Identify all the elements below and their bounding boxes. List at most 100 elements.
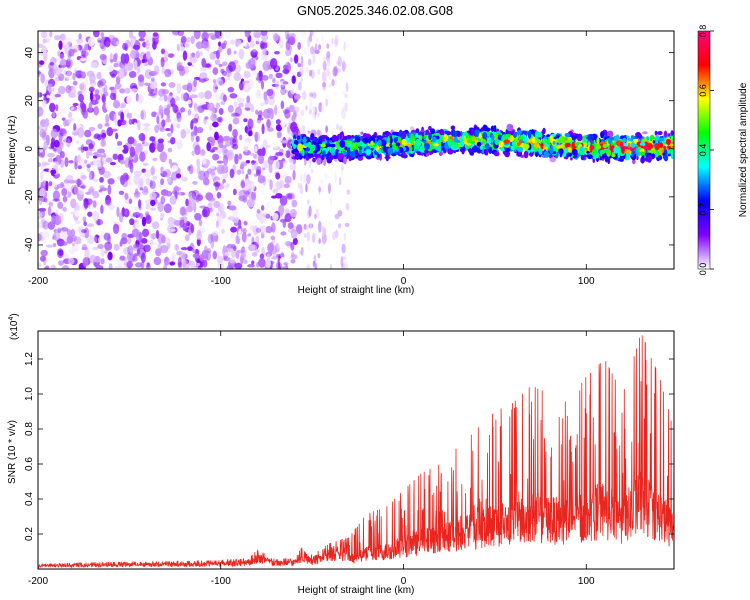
spectrogram-cell bbox=[564, 142, 571, 148]
spectrogram-cell bbox=[212, 207, 220, 213]
spectrogram-cell bbox=[238, 48, 245, 60]
spectrogram-cell bbox=[341, 108, 346, 120]
spectrogram-y-label: Frequency (Hz) bbox=[7, 116, 18, 185]
spectrogram-cell bbox=[136, 66, 141, 74]
spectrogram-cell bbox=[160, 234, 166, 244]
spectrogram-cell bbox=[580, 154, 584, 161]
spectrogram-cell bbox=[42, 38, 47, 44]
spectrogram-cell bbox=[167, 53, 175, 58]
spectrogram-cell bbox=[148, 92, 156, 97]
spectrogram-cell bbox=[326, 53, 330, 62]
spectrogram-cell bbox=[503, 139, 510, 144]
spectrogram-cell bbox=[222, 135, 231, 142]
spectrogram-cell bbox=[631, 149, 635, 158]
spectrogram-cell bbox=[218, 224, 226, 231]
spectrogram-cell bbox=[132, 44, 140, 50]
spectrogram-cell bbox=[149, 192, 157, 200]
spectrogram-cell bbox=[146, 262, 150, 267]
spectrogram-cell bbox=[141, 168, 147, 173]
spectrogram-cell bbox=[646, 155, 652, 163]
spectrogram-cell bbox=[119, 160, 126, 165]
spectrogram-cell bbox=[310, 132, 315, 140]
spectrogram-cell bbox=[100, 204, 104, 214]
spectrogram-cell bbox=[321, 237, 326, 246]
spectrogram-cell bbox=[306, 174, 311, 185]
spectrogram-cell bbox=[122, 42, 128, 51]
spectrogram-cell bbox=[255, 227, 262, 233]
spectrogram-cell bbox=[258, 154, 265, 165]
spectrogram-cell bbox=[301, 109, 305, 116]
spectrogram-cell bbox=[143, 125, 150, 133]
spectrogram-cell bbox=[214, 31, 221, 39]
spectrogram-cell bbox=[277, 239, 286, 250]
spectrogram-cell bbox=[127, 136, 135, 145]
spectrogram-cell bbox=[124, 192, 129, 200]
x-tick-label: -100 bbox=[211, 276, 231, 287]
spectrogram-cell bbox=[482, 131, 488, 140]
spectrogram-cell bbox=[354, 136, 361, 143]
spectrogram-cell bbox=[275, 119, 281, 125]
spectrogram-cell bbox=[220, 211, 227, 220]
spectrogram-cell bbox=[74, 245, 80, 252]
spectrogram-cell bbox=[220, 100, 226, 106]
spectrogram-cell bbox=[317, 253, 321, 259]
spectrogram-cell bbox=[101, 96, 105, 102]
spectrogram-cell bbox=[232, 117, 240, 125]
spectrogram-cell bbox=[220, 164, 227, 174]
spectrogram-cell bbox=[610, 136, 615, 141]
spectrogram-cell bbox=[215, 86, 219, 90]
x-tick-label: -200 bbox=[28, 576, 48, 587]
spectrogram-cell bbox=[112, 100, 121, 109]
spectrogram-cell bbox=[307, 130, 311, 134]
spectrogram-cell bbox=[533, 142, 540, 149]
spectrogram-cell bbox=[260, 31, 268, 36]
spectrogram-cell bbox=[176, 112, 182, 119]
spectrogram-cell bbox=[256, 208, 261, 214]
spectrogram-cell bbox=[111, 73, 116, 79]
spectrogram-cell bbox=[306, 147, 310, 152]
spectrogram-cell bbox=[72, 72, 76, 81]
spectrogram-cell bbox=[274, 51, 280, 55]
spectrogram-cell bbox=[510, 145, 515, 151]
spectrogram-cell bbox=[600, 131, 605, 139]
spectrogram-cell bbox=[134, 194, 139, 200]
spectrogram-cell bbox=[126, 252, 132, 262]
spectrogram-cell bbox=[461, 149, 465, 155]
spectrogram-cell bbox=[566, 152, 573, 157]
spectrogram-cell bbox=[283, 262, 289, 266]
spectrogram-cell bbox=[74, 209, 80, 217]
spectrogram-cell bbox=[552, 140, 556, 145]
spectrogram-cell bbox=[206, 141, 212, 152]
spectrogram-cell bbox=[309, 100, 313, 109]
spectrogram-cell bbox=[244, 107, 251, 111]
spectrogram-cell bbox=[250, 70, 258, 79]
spectrogram-cell bbox=[46, 84, 52, 95]
snr-y-label: SNR (10 * v/v) bbox=[7, 420, 18, 484]
spectrogram-cell bbox=[469, 128, 475, 136]
spectrogram-cell bbox=[97, 148, 105, 154]
spectrogram-cell bbox=[122, 246, 130, 255]
spectrogram-cell bbox=[270, 155, 274, 162]
spectrogram-cell bbox=[137, 93, 144, 104]
spectrogram-cell bbox=[410, 126, 415, 131]
spectrogram-cell bbox=[514, 139, 520, 143]
spectrogram-cell bbox=[243, 37, 248, 47]
spectrogram-cell bbox=[160, 57, 165, 68]
spectrogram-cell bbox=[140, 261, 145, 269]
spectrogram-cell bbox=[300, 77, 303, 84]
spectrogram-cell bbox=[79, 83, 85, 91]
spectrogram-cell bbox=[135, 93, 139, 102]
spectrogram-cell bbox=[450, 125, 456, 131]
spectrogram-cell bbox=[169, 261, 176, 266]
spectrogram-cell bbox=[245, 234, 253, 245]
spectrogram-cell bbox=[588, 133, 594, 141]
spectrogram-cell bbox=[84, 129, 92, 138]
spectrogram-cell bbox=[265, 258, 271, 268]
spectrogram-cell bbox=[215, 78, 222, 82]
spectrogram-cell bbox=[107, 251, 113, 261]
spectrogram-cell bbox=[256, 92, 265, 100]
spectrogram-cell bbox=[576, 133, 583, 142]
spectrogram-cell bbox=[150, 71, 158, 75]
spectrogram-cell bbox=[409, 145, 413, 152]
spectrogram-cell bbox=[393, 136, 398, 144]
